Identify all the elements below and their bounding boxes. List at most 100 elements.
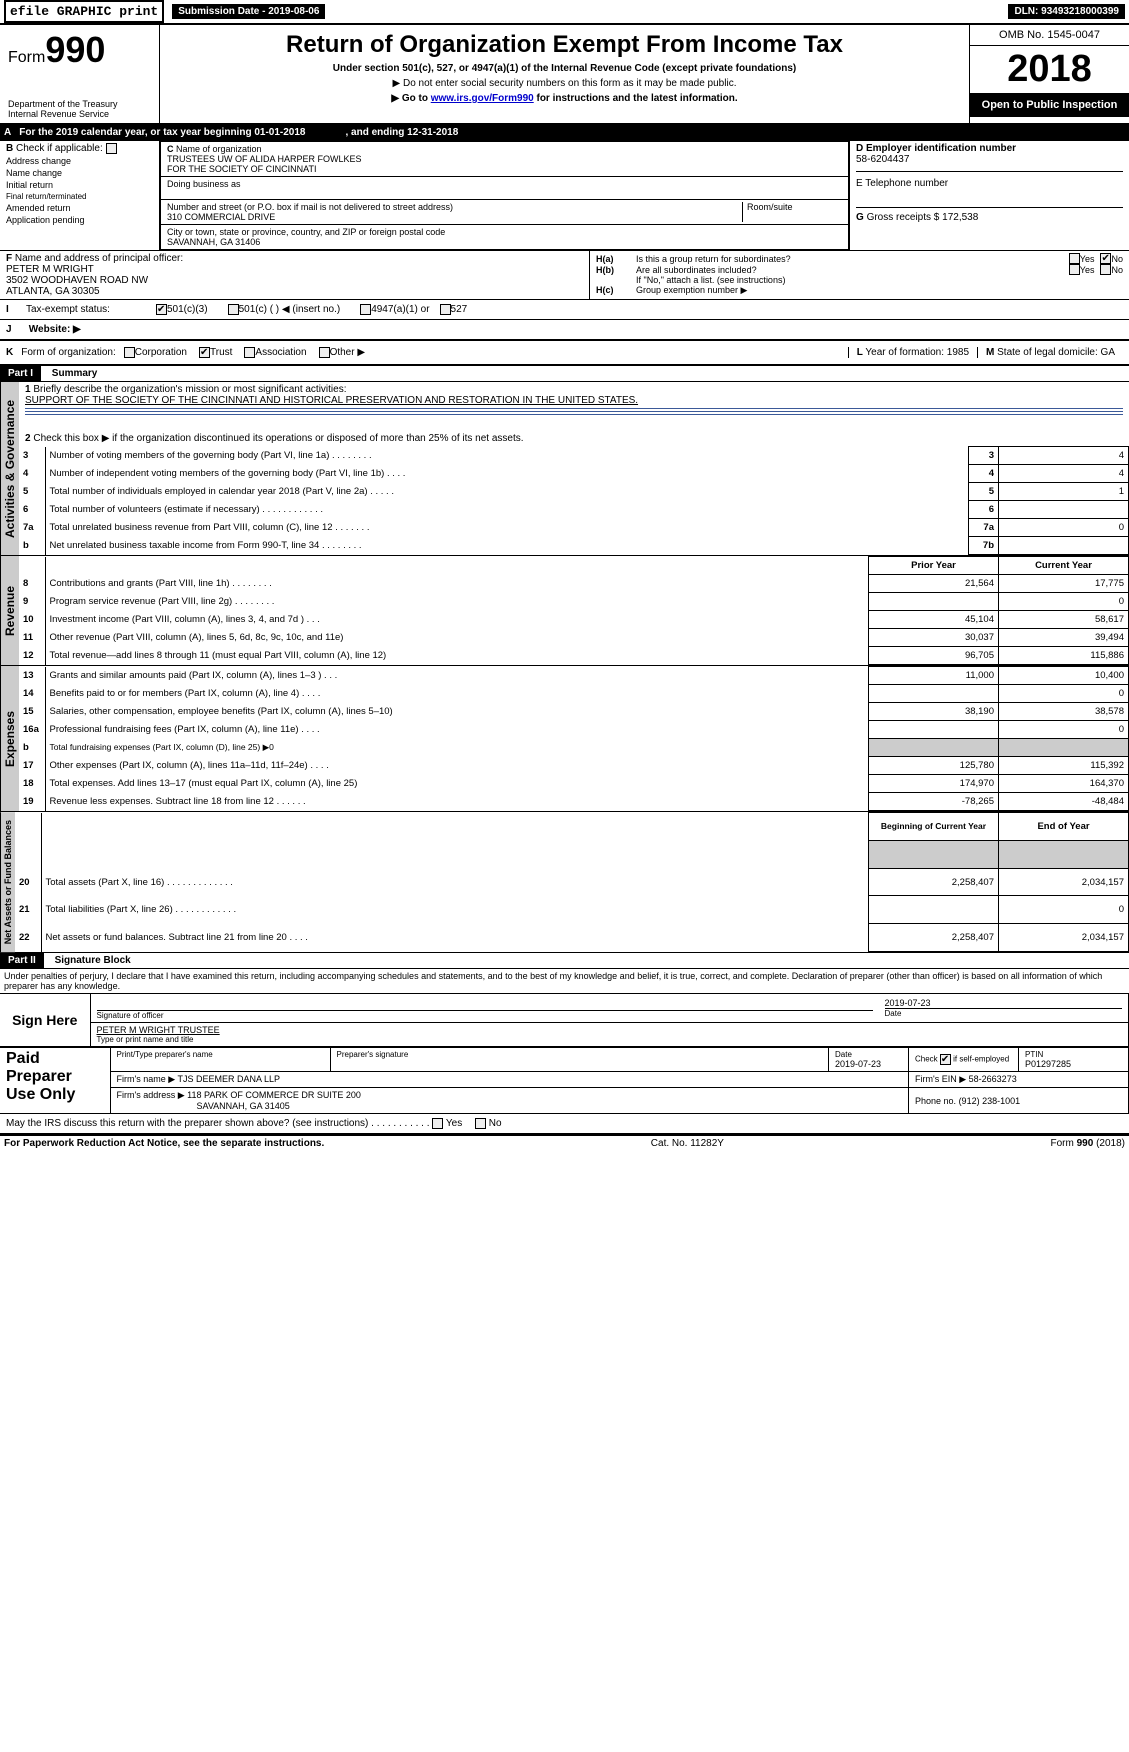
d-ein-label: D Employer identification number — [856, 143, 1123, 154]
self-emp-cb[interactable] — [940, 1054, 951, 1065]
501c3: 501(c)(3) — [167, 304, 208, 315]
m-label: M — [986, 347, 994, 358]
a-label: A — [4, 127, 11, 138]
subtitle-3: ▶ Go to www.irs.gov/Form990 for instruct… — [172, 93, 957, 104]
revenue-table: Prior YearCurrent Year8Contributions and… — [19, 556, 1129, 665]
hb-no: No — [1111, 265, 1123, 275]
tab-governance: Activities & Governance — [0, 382, 19, 555]
irs-label: Internal Revenue Service — [8, 109, 151, 119]
hc-text: Group exemption number ▶ — [636, 285, 747, 295]
form-number: Form990 — [8, 29, 151, 71]
bcd-row: B Check if applicable: Address change Na… — [0, 141, 1129, 250]
officer-name: PETER M WRIGHT — [6, 264, 583, 275]
firm-city: SAVANNAH, GA 31405 — [117, 1101, 290, 1111]
form-org-label: Form of organization: — [21, 347, 116, 358]
part1-header: Part I Summary — [0, 366, 1129, 382]
hc-label: H(c) — [596, 285, 636, 295]
addr-change: Address change — [6, 156, 153, 166]
part2-title: Signature Block — [47, 955, 131, 966]
527-cb[interactable] — [440, 304, 451, 315]
501c3-cb[interactable] — [156, 304, 167, 315]
e-phone-label: E Telephone number — [856, 178, 1123, 189]
discuss-no: No — [489, 1118, 502, 1129]
phone-label: Phone no. — [915, 1096, 956, 1106]
corp-cb[interactable] — [124, 347, 135, 358]
ptin-val: P01297285 — [1025, 1059, 1122, 1069]
firm-name-label: Firm's name ▶ — [117, 1074, 176, 1084]
firm-ein: 58-2663273 — [969, 1074, 1017, 1084]
ha-no-cb[interactable] — [1100, 253, 1111, 264]
form-title: Return of Organization Exempt From Incom… — [172, 31, 957, 59]
form990-link[interactable]: www.irs.gov/Form990 — [431, 93, 534, 104]
expenses-block: Expenses 13Grants and similar amounts pa… — [0, 665, 1129, 811]
hb-label: H(b) — [596, 265, 636, 275]
trust-cb[interactable] — [199, 347, 210, 358]
fh-row: F Name and address of principal officer:… — [0, 250, 1129, 300]
ptin-label: PTIN — [1025, 1050, 1122, 1059]
prep-sig-label: Preparer's signature — [337, 1050, 823, 1059]
initial-return-label: Initial return — [6, 180, 53, 190]
firm-addr-label: Firm's address ▶ — [117, 1090, 185, 1100]
header-top: efile GRAPHIC print Submission Date - 20… — [0, 0, 1129, 23]
a-text: For the 2019 calendar year, or tax year … — [19, 127, 305, 138]
netassets-block: Net Assets or Fund Balances Beginning of… — [0, 811, 1129, 953]
city-value: SAVANNAH, GA 31406 — [167, 237, 842, 247]
f-label: F — [6, 253, 12, 264]
ein-value: 58-6204437 — [856, 154, 1123, 165]
assoc-cb[interactable] — [244, 347, 255, 358]
name-title-label: Type or print name and title — [97, 1035, 1123, 1044]
b-label: B — [6, 143, 13, 154]
officer-sig-name: PETER M WRIGHT TRUSTEE — [97, 1025, 1123, 1035]
netassets-table: Beginning of Current YearEnd of Year 20T… — [15, 812, 1129, 952]
line1-label: Briefly describe the organization's miss… — [33, 384, 346, 395]
org-name-1: TRUSTEES UW OF ALIDA HARPER FOWLKES — [167, 154, 842, 164]
4947-cb[interactable] — [360, 304, 371, 315]
tab-expenses: Expenses — [0, 666, 19, 811]
sig-date-val: 2019-07-23 — [885, 998, 1123, 1008]
527: 527 — [451, 304, 468, 315]
expenses-table: 13Grants and similar amounts paid (Part … — [19, 666, 1129, 811]
submission-date: Submission Date - 2019-08-06 — [172, 4, 325, 19]
firm-addr: 118 PARK OF COMMERCE DR SUITE 200 — [187, 1090, 361, 1100]
501c: 501(c) ( ) ◀ (insert no.) — [239, 304, 341, 315]
sign-here: Sign Here — [0, 994, 90, 1047]
g-label: G — [856, 212, 864, 223]
paid-preparer: Paid Preparer Use Only — [0, 1048, 110, 1114]
prep-date-label: Date — [835, 1050, 902, 1059]
501c-cb[interactable] — [228, 304, 239, 315]
paid-preparer-table: Paid Preparer Use Only Print/Type prepar… — [0, 1047, 1129, 1114]
checkbox-icon[interactable] — [106, 143, 117, 154]
section-a: A For the 2019 calendar year, or tax yea… — [0, 125, 1129, 141]
hb-yes-cb[interactable] — [1069, 264, 1080, 275]
gross-receipts-value: 172,538 — [942, 212, 978, 223]
discuss-no-cb[interactable] — [475, 1118, 486, 1129]
street-addr: 310 COMMERCIAL DRIVE — [167, 212, 742, 222]
ha-yes: Yes — [1080, 254, 1095, 264]
row-i: I Tax-exempt status: 501(c)(3) 501(c) ( … — [0, 300, 1129, 320]
hb-no-cb[interactable] — [1100, 264, 1111, 275]
city-label: City or town, state or province, country… — [167, 227, 842, 237]
l-label: L — [857, 347, 863, 358]
amended-return: Amended return — [6, 203, 153, 213]
ha-no: No — [1111, 254, 1123, 264]
ha-yes-cb[interactable] — [1069, 253, 1080, 264]
assoc: Association — [255, 347, 306, 358]
org-name-label: Name of organization — [176, 144, 262, 154]
form-990: 990 — [45, 29, 105, 70]
domicile-label: State of legal domicile: — [997, 347, 1098, 358]
k-label: K — [6, 347, 13, 358]
final-return: Final return/terminated — [6, 192, 153, 201]
subtitle-2: ▶ Do not enter social security numbers o… — [172, 78, 957, 89]
prep-name-label: Print/Type preparer's name — [117, 1050, 324, 1059]
open-public: Open to Public Inspection — [970, 93, 1129, 117]
final-return-label: Final return/terminated — [6, 192, 86, 201]
trust: Trust — [210, 347, 232, 358]
part2-header: Part II Signature Block — [0, 953, 1129, 969]
other-cb[interactable] — [319, 347, 330, 358]
addr-label: Number and street (or P.O. box if mail i… — [167, 202, 742, 212]
name-change: Name change — [6, 168, 153, 178]
name-change-label: Name change — [6, 168, 62, 178]
phone-val: (912) 238-1001 — [959, 1096, 1021, 1106]
a-end: , and ending 12-31-2018 — [345, 127, 458, 138]
discuss-yes-cb[interactable] — [432, 1118, 443, 1129]
